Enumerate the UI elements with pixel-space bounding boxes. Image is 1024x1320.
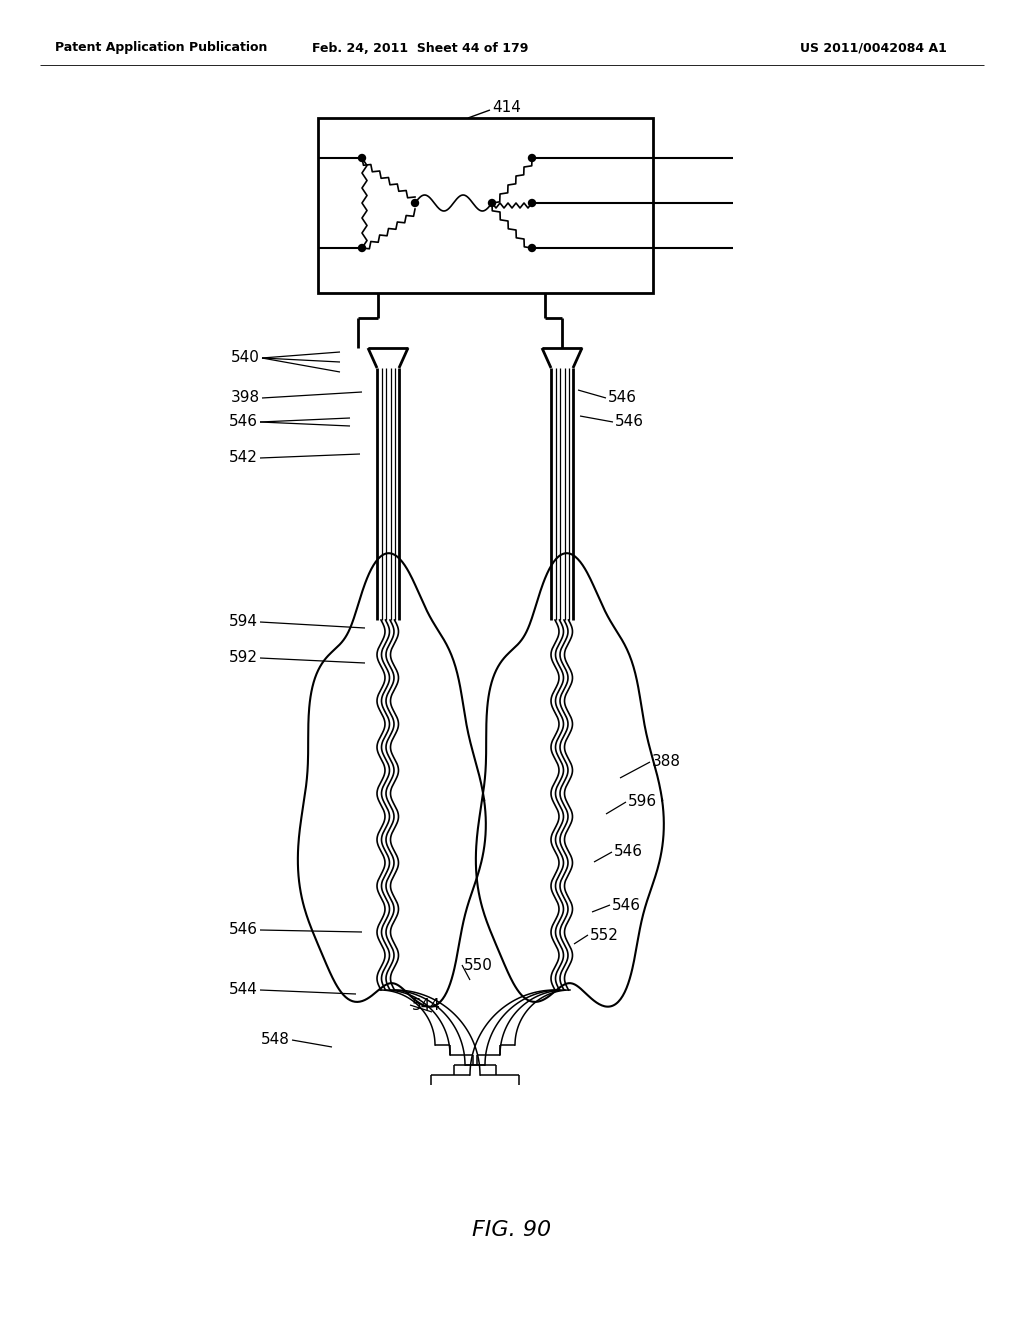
Text: 414: 414	[492, 100, 521, 116]
Text: 596: 596	[628, 795, 657, 809]
Text: Patent Application Publication: Patent Application Publication	[55, 41, 267, 54]
Text: 544: 544	[229, 982, 258, 998]
Text: 546: 546	[614, 845, 643, 859]
Text: 552: 552	[590, 928, 618, 942]
Text: 388: 388	[652, 755, 681, 770]
Circle shape	[528, 244, 536, 252]
Text: 542: 542	[229, 450, 258, 466]
Circle shape	[412, 199, 419, 206]
Circle shape	[358, 244, 366, 252]
Text: 540: 540	[231, 351, 260, 366]
Text: 546: 546	[229, 923, 258, 937]
Text: FIG. 90: FIG. 90	[472, 1220, 552, 1239]
Text: 546: 546	[608, 391, 637, 405]
Circle shape	[528, 154, 536, 161]
Text: 398: 398	[230, 391, 260, 405]
Text: 546: 546	[615, 414, 644, 429]
Text: 544: 544	[412, 998, 441, 1012]
Text: 594: 594	[229, 615, 258, 630]
Circle shape	[528, 199, 536, 206]
Text: 546: 546	[229, 414, 258, 429]
Text: 550: 550	[464, 957, 493, 973]
Text: Feb. 24, 2011  Sheet 44 of 179: Feb. 24, 2011 Sheet 44 of 179	[312, 41, 528, 54]
Bar	[318, 117, 653, 293]
Text: US 2011/0042084 A1: US 2011/0042084 A1	[800, 41, 947, 54]
Circle shape	[488, 199, 496, 206]
Text: 546: 546	[612, 898, 641, 912]
Text: 548: 548	[261, 1032, 290, 1048]
Text: 592: 592	[229, 651, 258, 665]
Circle shape	[358, 154, 366, 161]
